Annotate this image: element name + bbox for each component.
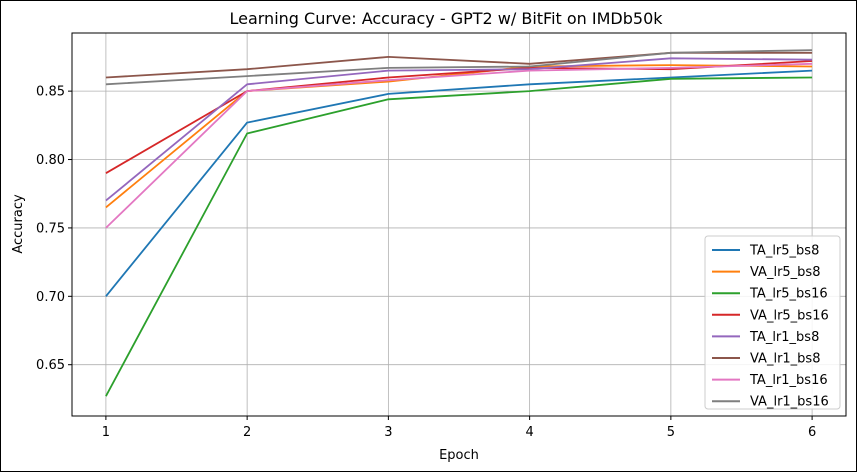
grid bbox=[72, 33, 846, 416]
ticks: 1 2 3 4 5 6 0.65 0.70 0.75 0.80 0.85 bbox=[36, 85, 816, 440]
legend-label: TA_lr5_bs8 bbox=[749, 244, 819, 259]
legend-label: VA_lr5_bs8 bbox=[750, 265, 820, 280]
legend-label: TA_lr1_bs8 bbox=[749, 330, 819, 345]
series-line-ta-lr1-bs16 bbox=[105, 62, 813, 229]
series-line-va-lr5-bs8 bbox=[105, 64, 813, 209]
plot-area bbox=[71, 32, 847, 417]
y-tick-label: 0.80 bbox=[36, 153, 65, 168]
y-axis-label: Accuracy bbox=[11, 194, 26, 254]
legend-label: VA_lr1_bs16 bbox=[750, 395, 829, 410]
x-tick-label: 1 bbox=[102, 425, 110, 440]
legend-label: TA_lr5_bs16 bbox=[749, 287, 828, 302]
series-line-ta-lr5-bs8 bbox=[105, 69, 813, 297]
series-line-ta-lr5-bs16 bbox=[105, 76, 813, 397]
y-tick-label: 0.85 bbox=[36, 85, 65, 100]
x-tick-label: 3 bbox=[384, 425, 392, 440]
x-axis-label: Epoch bbox=[439, 448, 479, 463]
legend-label: VA_lr5_bs16 bbox=[750, 308, 829, 323]
chart-title: Learning Curve: Accuracy - GPT2 w/ BitFi… bbox=[229, 9, 663, 28]
x-tick-label: 4 bbox=[525, 425, 533, 440]
y-tick-label: 0.65 bbox=[36, 358, 65, 373]
legend-label: TA_lr1_bs16 bbox=[749, 373, 828, 388]
y-tick-label: 0.70 bbox=[36, 290, 65, 305]
x-tick-label: 2 bbox=[243, 425, 251, 440]
x-tick-label: 6 bbox=[808, 425, 816, 440]
legend: TA_lr5_bs8 VA_lr5_bs8 TA_lr5_bs16 VA_lr5_bs… bbox=[704, 235, 841, 410]
x-tick-label: 5 bbox=[667, 425, 675, 440]
series-line-va-lr1-bs16 bbox=[105, 49, 813, 86]
legend-label: VA_lr1_bs8 bbox=[750, 352, 820, 367]
legend-box bbox=[704, 235, 841, 410]
y-tick-label: 0.75 bbox=[36, 221, 65, 236]
series-lines bbox=[105, 49, 813, 397]
series-line-ta-lr1-bs8 bbox=[105, 57, 813, 202]
